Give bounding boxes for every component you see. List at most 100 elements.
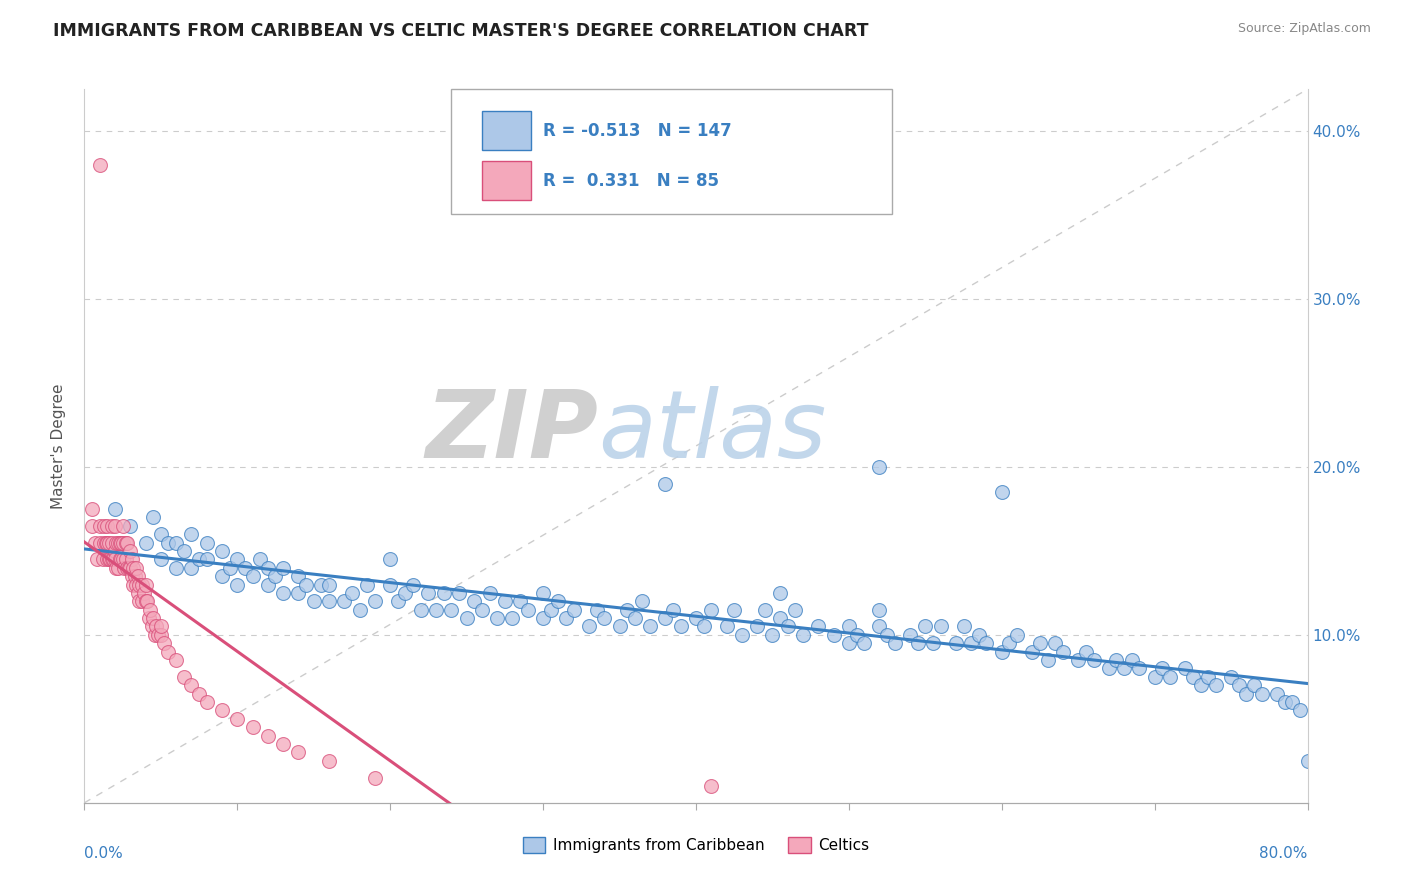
Point: [271, 737, 294, 751]
Point: [769, 611, 792, 625]
Point: [149, 527, 172, 541]
Point: [869, 619, 891, 633]
Point: [425, 603, 447, 617]
Point: [838, 619, 860, 633]
Point: [180, 527, 202, 541]
Point: [945, 636, 967, 650]
Point: [112, 560, 135, 574]
Point: [173, 670, 195, 684]
Point: [104, 544, 127, 558]
Point: [157, 535, 180, 549]
Point: [145, 619, 167, 633]
Point: [157, 645, 180, 659]
Point: [218, 560, 240, 574]
Point: [142, 510, 165, 524]
Point: [311, 577, 333, 591]
Point: [1143, 670, 1166, 684]
Point: [120, 544, 142, 558]
Point: [111, 535, 134, 549]
Point: [654, 611, 676, 625]
Point: [1181, 670, 1204, 684]
Point: [115, 560, 138, 574]
Point: [807, 619, 830, 633]
Point: [440, 603, 463, 617]
Point: [125, 577, 148, 591]
Point: [845, 628, 868, 642]
Point: [89, 518, 111, 533]
Point: [127, 586, 149, 600]
Point: [104, 518, 127, 533]
Point: [211, 544, 233, 558]
Point: [1152, 661, 1174, 675]
Point: [616, 603, 638, 617]
Point: [1083, 653, 1105, 667]
Point: [96, 535, 118, 549]
Point: [1036, 653, 1059, 667]
Point: [233, 560, 256, 574]
Point: [898, 628, 921, 642]
Point: [211, 703, 233, 717]
Point: [195, 552, 218, 566]
Point: [761, 628, 783, 642]
Point: [1227, 678, 1250, 692]
Point: [101, 518, 124, 533]
Point: [98, 552, 121, 566]
Point: [135, 577, 157, 591]
Point: [110, 552, 132, 566]
Point: [101, 552, 124, 566]
Point: [991, 485, 1014, 500]
Point: [922, 636, 945, 650]
Point: [104, 552, 127, 566]
Y-axis label: Master's Degree: Master's Degree: [51, 384, 66, 508]
Point: [991, 645, 1014, 659]
Point: [165, 535, 187, 549]
Point: [609, 619, 631, 633]
Point: [716, 619, 738, 633]
Point: [110, 535, 132, 549]
Point: [1105, 653, 1128, 667]
Point: [287, 569, 309, 583]
Point: [700, 603, 723, 617]
Point: [122, 560, 145, 574]
Point: [111, 552, 134, 566]
Point: [333, 594, 356, 608]
Point: [364, 594, 387, 608]
Point: [929, 619, 952, 633]
Point: [578, 619, 600, 633]
Point: [387, 594, 409, 608]
Point: [792, 628, 814, 642]
Point: [531, 586, 554, 600]
Point: [907, 636, 929, 650]
Point: [287, 586, 309, 600]
Point: [447, 586, 470, 600]
Point: [195, 695, 218, 709]
Point: [654, 476, 676, 491]
Text: R =  0.331   N = 85: R = 0.331 N = 85: [543, 171, 718, 189]
Point: [531, 611, 554, 625]
Point: [494, 594, 516, 608]
Point: [108, 535, 131, 549]
Point: [271, 560, 294, 574]
Point: [769, 586, 792, 600]
Point: [180, 560, 202, 574]
Point: [318, 594, 340, 608]
Point: [257, 729, 280, 743]
Point: [226, 552, 249, 566]
Point: [173, 544, 195, 558]
Point: [165, 560, 187, 574]
Point: [723, 603, 745, 617]
Point: [1236, 687, 1258, 701]
Point: [143, 628, 166, 642]
Point: [165, 653, 187, 667]
Point: [97, 535, 120, 549]
Point: [547, 594, 569, 608]
Point: [153, 636, 176, 650]
Point: [80, 502, 103, 516]
Point: [136, 594, 159, 608]
Point: [120, 560, 142, 574]
Point: [91, 552, 114, 566]
Point: [1281, 695, 1303, 709]
Point: [1174, 661, 1197, 675]
Point: [731, 628, 754, 642]
Point: [869, 460, 891, 475]
